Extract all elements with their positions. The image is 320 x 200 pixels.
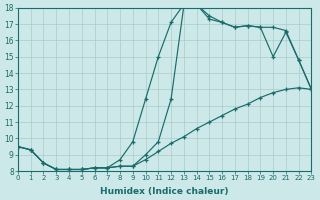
- X-axis label: Humidex (Indice chaleur): Humidex (Indice chaleur): [100, 187, 229, 196]
